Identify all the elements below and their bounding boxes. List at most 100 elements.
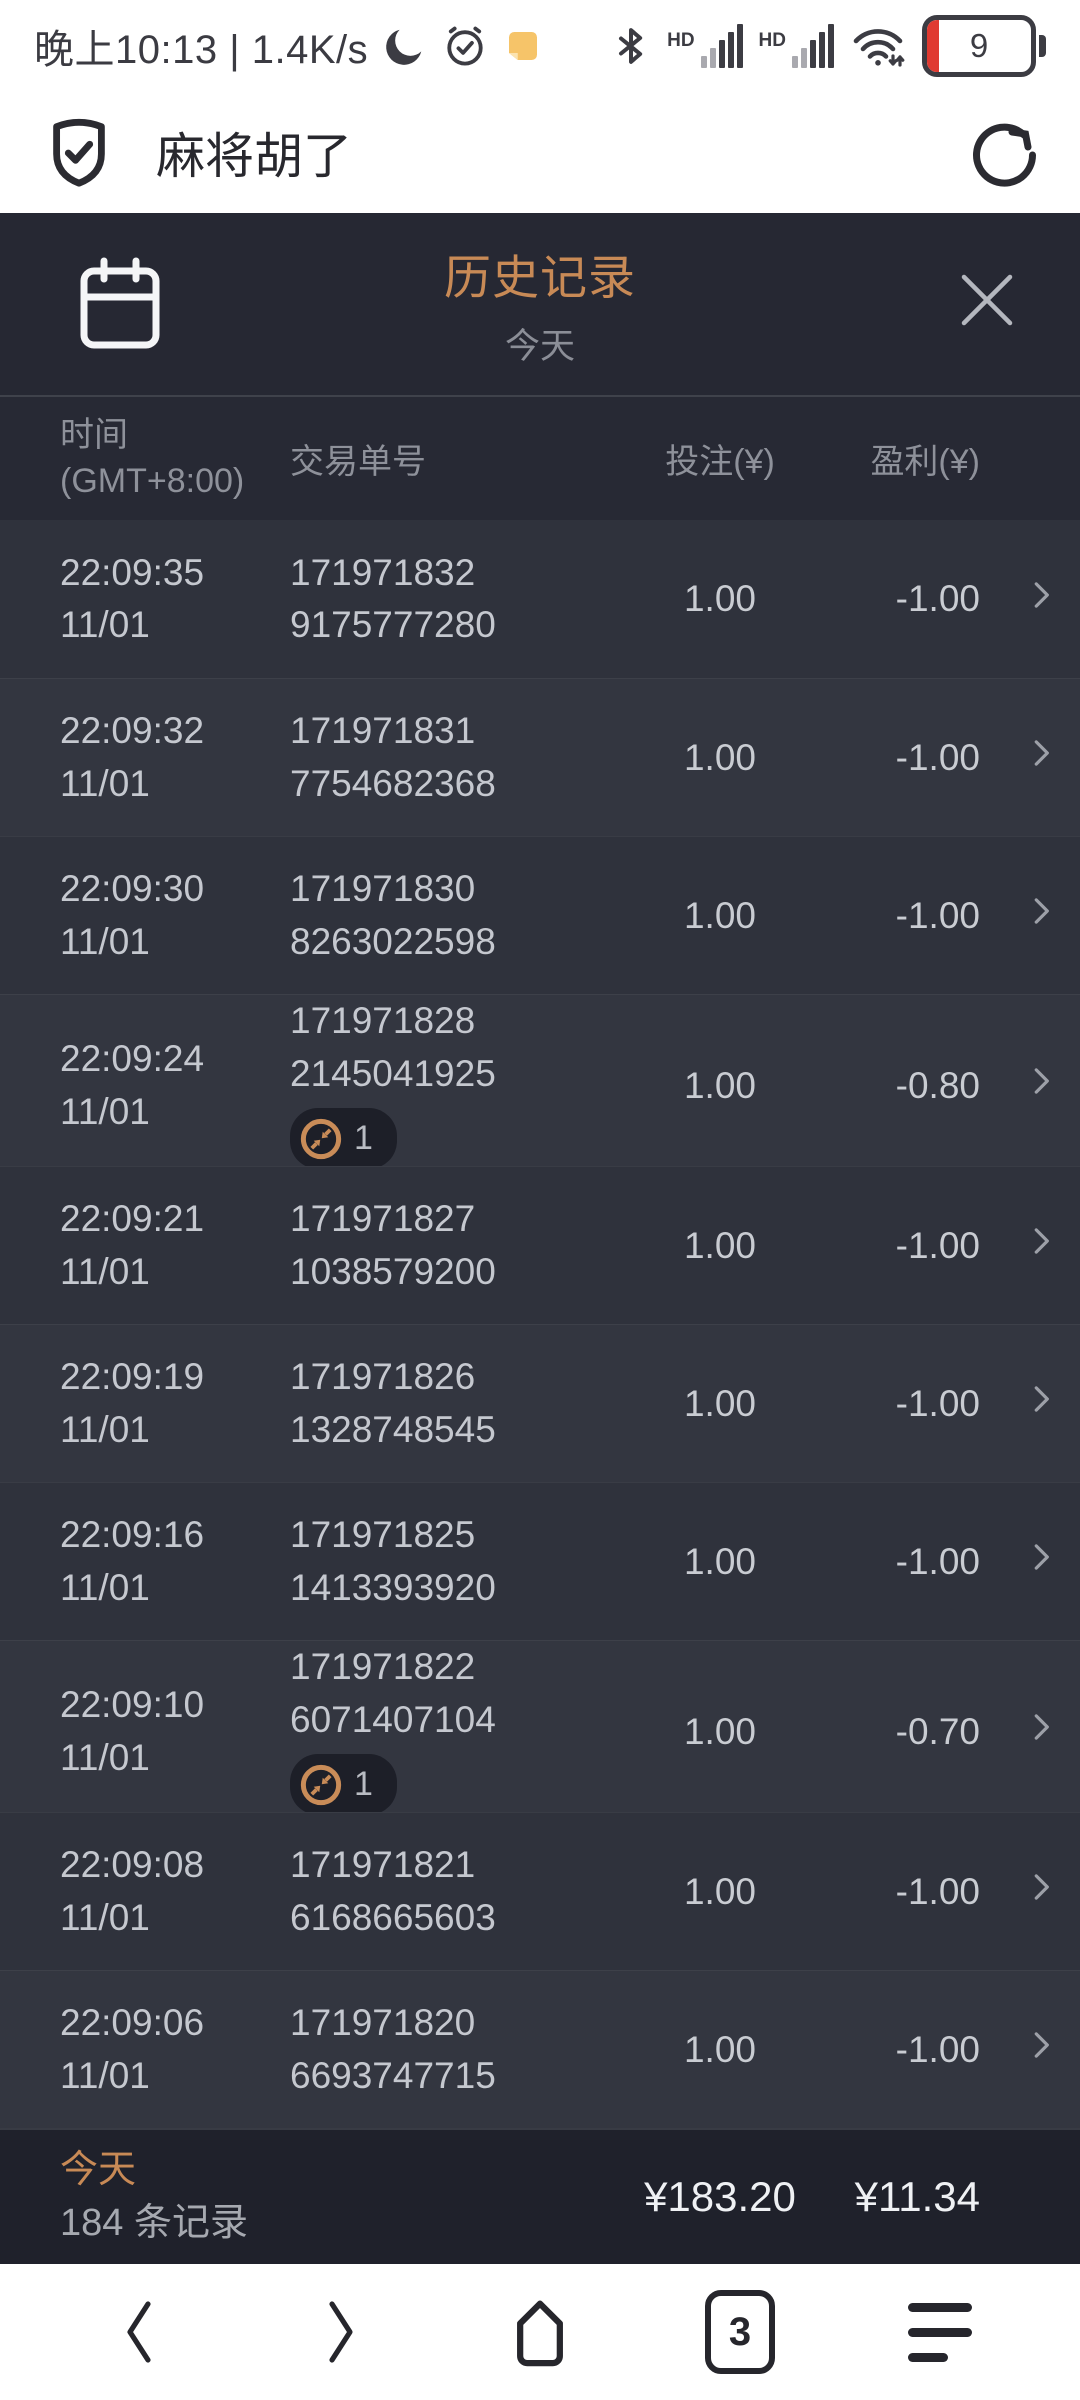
table-row[interactable]: 22:09:10 11/01 171971822 6071407104: [0, 1640, 1080, 1815]
row-transaction-id-1: 171971825: [290, 1514, 476, 1556]
row-bet-amount: 1.00: [683, 578, 756, 620]
row-transaction-id-2: 6071407104: [290, 1698, 496, 1740]
alarm-icon: [442, 23, 488, 69]
row-detail-chevron[interactable]: [980, 1868, 1060, 1915]
free-spins-icon: [300, 1118, 342, 1159]
row-detail-chevron[interactable]: [980, 1380, 1060, 1427]
row-detail-chevron[interactable]: [980, 576, 1060, 623]
row-transaction-id-1: 171971828: [290, 1000, 476, 1042]
row-bet-amount: 1.00: [683, 1064, 756, 1106]
history-panel: 历史记录 今天 时间 (GMT+8:00) 交易单号 投注(¥) 盈利(¥) 2…: [0, 213, 1080, 2265]
row-transaction-id-1: 171971821: [290, 1844, 476, 1886]
table-row[interactable]: 22:09:06 11/01 171971820 6693747715 1.00…: [0, 1970, 1080, 2129]
nav-recents-button[interactable]: 3: [680, 2282, 800, 2382]
app-bar: 麻将胡了: [0, 91, 1080, 214]
battery-low-indicator: [927, 19, 939, 72]
row-transaction-id-2: 6168665603: [290, 1896, 496, 1938]
col-time-label: 时间: [60, 416, 128, 454]
row-time: 22:09:24: [60, 1038, 205, 1080]
row-time: 22:09:19: [60, 1356, 205, 1398]
row-time: 22:09:06: [60, 2002, 205, 2044]
nav-menu-button[interactable]: [880, 2282, 1000, 2382]
row-transaction-id-1: 171971827: [290, 1198, 476, 1240]
row-date: 11/01: [60, 1250, 150, 1292]
table-row[interactable]: 22:09:32 11/01 171971831 7754682368 1.00…: [0, 678, 1080, 837]
table-row[interactable]: 22:09:16 11/01 171971825 1413393920 1.00…: [0, 1482, 1080, 1641]
table-row[interactable]: 22:09:21 11/01 171971827 1038579200 1.00…: [0, 1166, 1080, 1325]
row-detail-chevron[interactable]: [980, 1222, 1060, 1269]
table-row[interactable]: 22:09:08 11/01 171971821 6168665603 1.00…: [0, 1812, 1080, 1971]
row-detail-chevron[interactable]: [980, 1708, 1060, 1755]
nav-back-button[interactable]: [80, 2282, 200, 2382]
summary-profit-total: ¥11.34: [854, 2173, 980, 2221]
row-detail-chevron[interactable]: [980, 734, 1060, 781]
row-transaction-id-1: 171971820: [290, 2002, 476, 2044]
row-detail-chevron[interactable]: [980, 1062, 1060, 1109]
row-bet-amount: 1.00: [683, 1224, 756, 1266]
table-row[interactable]: 22:09:24 11/01 171971828 2145041925: [0, 994, 1080, 1169]
nav-forward-button[interactable]: [280, 2282, 400, 2382]
chevron-right-icon: [1034, 898, 1049, 925]
row-profit-amount: -1.00: [895, 578, 980, 620]
row-time: 22:09:35: [60, 551, 205, 593]
row-transaction-id-2: 1328748545: [290, 1408, 496, 1450]
row-time: 22:09:16: [60, 1514, 205, 1556]
row-date: 11/01: [60, 1090, 150, 1132]
row-detail-chevron[interactable]: [980, 892, 1060, 939]
chevron-right-icon: [1034, 1386, 1049, 1413]
row-bet-amount: 1.00: [683, 894, 756, 936]
cellular-signal-icon-1: HD: [667, 23, 743, 68]
row-transaction-id-2: 1038579200: [290, 1250, 496, 1292]
row-bet-amount: 1.00: [683, 2028, 756, 2070]
row-transaction-id-2: 8263022598: [290, 920, 496, 962]
row-time: 22:09:10: [60, 1684, 205, 1726]
status-time-speed: 晚上10:13 | 1.4K/s: [34, 27, 369, 72]
close-button[interactable]: [956, 269, 1018, 331]
row-bet-amount: 1.00: [683, 736, 756, 778]
row-transaction-id-2: 2145041925: [290, 1052, 496, 1094]
row-transaction-id-2: 1413393920: [290, 1566, 496, 1608]
row-date: 11/01: [60, 920, 150, 962]
summary-bet-total: ¥183.20: [644, 2173, 796, 2221]
row-transaction-id-2: 7754682368: [290, 762, 496, 804]
feature-badge-count: 1: [354, 1765, 373, 1804]
battery-icon: 9: [922, 14, 1046, 77]
calendar-button[interactable]: [74, 255, 166, 353]
row-time: 22:09:30: [60, 868, 205, 910]
table-row[interactable]: 22:09:35 11/01 171971832 9175777280 1.00…: [0, 520, 1080, 679]
row-profit-amount: -1.00: [895, 894, 980, 936]
refresh-button[interactable]: [966, 117, 1038, 189]
chevron-right-icon: [329, 2301, 353, 2363]
row-profit-amount: -1.00: [895, 1870, 980, 1912]
android-nav-bar: 3: [0, 2264, 1080, 2400]
row-time: 22:09:08: [60, 1844, 205, 1886]
panel-date-filter: 今天: [504, 327, 575, 367]
summary-record-count: 184 条记录: [60, 2202, 248, 2245]
summary-footer: 今天 184 条记录 ¥183.20 ¥11.34: [0, 2128, 1080, 2265]
row-detail-chevron[interactable]: [980, 2026, 1060, 2073]
table-row[interactable]: 22:09:19 11/01 171971826 1328748545 1.00…: [0, 1324, 1080, 1483]
history-list: 22:09:35 11/01 171971832 9175777280 1.00…: [0, 520, 1080, 2129]
row-bet-amount: 1.00: [683, 1870, 756, 1912]
chevron-right-icon: [1034, 2032, 1049, 2059]
chevron-right-icon: [1034, 1228, 1049, 1255]
status-bar: 晚上10:13 | 1.4K/s: [0, 0, 1080, 92]
row-date: 11/01: [60, 1408, 150, 1450]
panel-header: 历史记录 今天: [0, 213, 1080, 395]
free-spins-icon: [300, 1764, 342, 1805]
row-detail-chevron[interactable]: [980, 1538, 1060, 1585]
nav-home-button[interactable]: [480, 2282, 600, 2382]
col-bet-label: 投注(¥): [665, 443, 775, 482]
summary-period-label: 今天: [60, 2149, 137, 2192]
table-row[interactable]: 22:09:30 11/01 171971830 8263022598 1.00…: [0, 836, 1080, 995]
row-bet-amount: 1.00: [683, 1540, 756, 1582]
feature-badge: 1: [290, 1754, 397, 1815]
row-transaction-id-1: 171971826: [290, 1356, 476, 1398]
shield-check-icon[interactable]: [42, 113, 116, 193]
chevron-right-icon: [1034, 740, 1049, 767]
recents-count: 3: [728, 2309, 752, 2354]
page-title: 麻将胡了: [156, 130, 353, 185]
cellular-signal-icon-2: HD: [759, 23, 834, 68]
row-profit-amount: -1.00: [895, 1540, 980, 1582]
